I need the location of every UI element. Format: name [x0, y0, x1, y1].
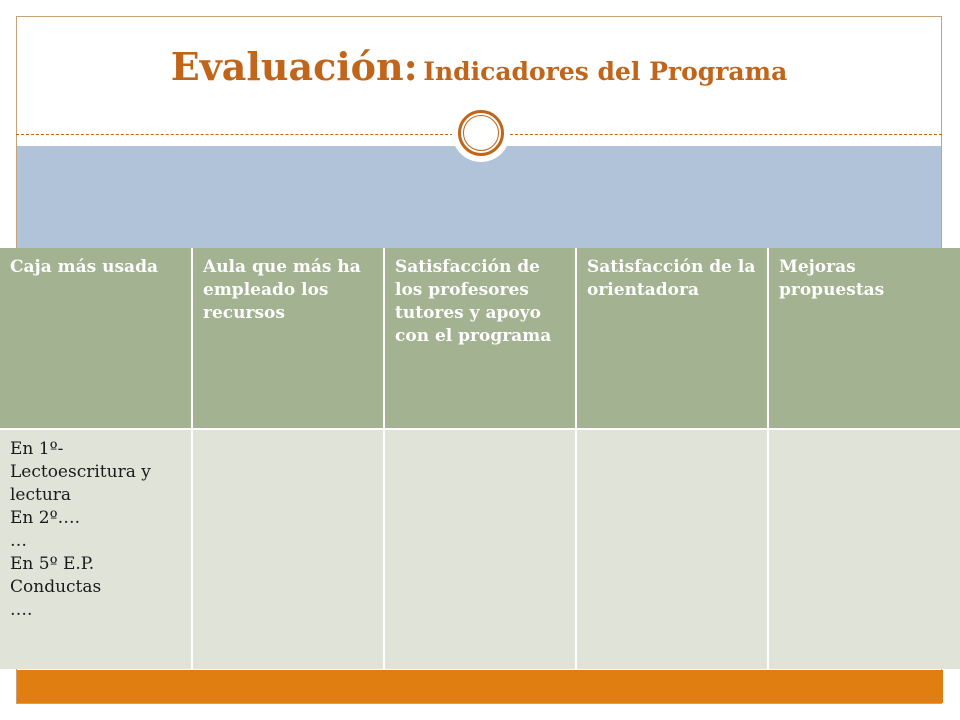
slide-title: Evaluación: Indicadores del Programa [16, 44, 942, 89]
cell-line: … [10, 531, 27, 551]
title-main: Evaluación: [170, 44, 418, 89]
header-mejoras-propuestas: Mejoras propuestas [768, 248, 960, 430]
circle-ring-outer [458, 110, 504, 156]
cell-line: En 2º…. [10, 508, 80, 528]
cell-line: …. [10, 600, 33, 620]
header-aula-recursos: Aula que más ha empleado los recursos [192, 248, 385, 430]
cell-caja-mas-usada: En 1º- Lectoescritura y lectura En 2º…. … [0, 429, 193, 669]
cell-aula-recursos [192, 429, 385, 669]
circle-ornament-icon [452, 104, 510, 162]
cell-line: Lectoescritura y lectura [10, 462, 151, 505]
cell-satisfaccion-orientadora [576, 429, 769, 669]
cell-line: En 5º E.P. [10, 554, 95, 574]
table-header-row: Caja más usada Aula que más ha empleado … [0, 248, 960, 430]
indicators-table: Caja más usada Aula que más ha empleado … [0, 248, 960, 669]
circle-ring-inner [463, 115, 499, 151]
header-satisfaccion-orientadora: Satisfacción de la orientadora [576, 248, 769, 430]
cell-satisfaccion-profesores [384, 429, 577, 669]
cell-line: Conductas [10, 577, 102, 597]
table-row: En 1º- Lectoescritura y lectura En 2º…. … [0, 429, 960, 669]
cell-mejoras-propuestas [768, 429, 960, 669]
header-satisfaccion-profesores: Satisfacción de los profesores tutores y… [384, 248, 577, 430]
cell-line: En 1º- [10, 439, 64, 459]
header-caja-mas-usada: Caja más usada [0, 248, 193, 430]
blue-band [17, 146, 941, 248]
title-sub: Indicadores del Programa [423, 57, 788, 86]
bottom-bar [17, 670, 943, 703]
